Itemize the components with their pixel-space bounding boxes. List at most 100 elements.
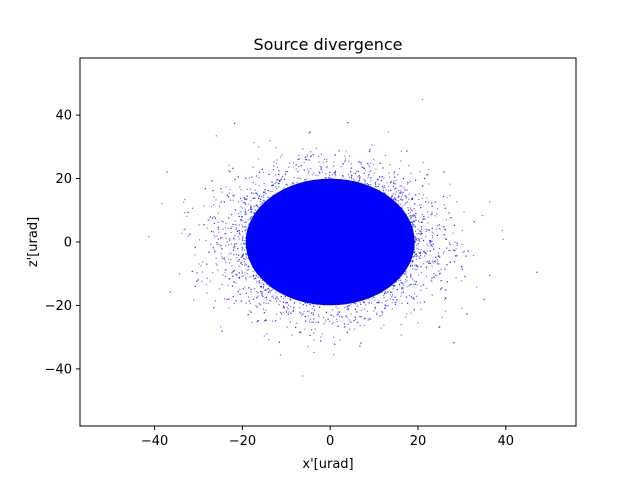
- scatter-point: [233, 243, 235, 246]
- scatter-point: [299, 307, 301, 309]
- scatter-point: [372, 251, 374, 253]
- scatter-point: [420, 285, 422, 287]
- scatter-point: [328, 195, 330, 197]
- scatter-point: [308, 226, 310, 228]
- scatter-point: [319, 212, 321, 214]
- scatter-point: [267, 279, 269, 281]
- scatter-point: [347, 308, 349, 310]
- scatter-point: [378, 229, 381, 231]
- scatter-point: [222, 221, 224, 223]
- scatter-point: [315, 239, 318, 241]
- scatter-point: [267, 242, 269, 244]
- scatter-point: [296, 222, 298, 224]
- scatter-point: [325, 179, 327, 181]
- scatter-point: [255, 204, 257, 206]
- scatter-point: [305, 204, 307, 206]
- scatter-point: [351, 207, 353, 210]
- scatter-point: [301, 291, 303, 293]
- scatter-point: [360, 289, 362, 291]
- scatter-point: [320, 193, 322, 195]
- scatter-point: [410, 226, 412, 228]
- scatter-point: [432, 262, 434, 264]
- scatter-point: [389, 215, 391, 217]
- scatter-point: [349, 196, 352, 199]
- scatter-point: [281, 268, 283, 270]
- scatter-point: [444, 238, 446, 240]
- scatter-point: [402, 247, 404, 249]
- scatter-point: [221, 248, 223, 250]
- scatter-point: [367, 209, 369, 212]
- scatter-point: [321, 247, 324, 249]
- scatter-point: [339, 244, 341, 246]
- scatter-point: [358, 299, 360, 301]
- scatter-point: [332, 189, 334, 192]
- scatter-point: [269, 190, 271, 193]
- scatter-point: [307, 273, 309, 275]
- scatter-point: [463, 250, 465, 252]
- scatter-point: [264, 227, 266, 229]
- scatter-point: [286, 279, 288, 281]
- scatter-point: [256, 267, 258, 269]
- scatter-point: [287, 218, 289, 220]
- scatter-point: [345, 195, 347, 197]
- scatter-point: [202, 261, 204, 263]
- scatter-point: [344, 278, 346, 280]
- scatter-point: [341, 292, 343, 294]
- scatter-point: [347, 220, 349, 222]
- scatter-point: [358, 258, 361, 260]
- scatter-point: [374, 308, 376, 310]
- scatter-point: [293, 219, 295, 221]
- scatter-point: [347, 252, 349, 254]
- scatter-point: [278, 277, 280, 279]
- scatter-point: [313, 172, 315, 174]
- scatter-point: [269, 285, 271, 287]
- scatter-point: [319, 269, 321, 271]
- scatter-point: [386, 228, 388, 230]
- scatter-point: [366, 310, 368, 312]
- scatter-point: [257, 146, 260, 148]
- scatter-point: [387, 131, 389, 133]
- scatter-point: [370, 192, 372, 194]
- scatter-point: [350, 268, 352, 270]
- scatter-point: [364, 182, 366, 184]
- scatter-point: [288, 166, 290, 168]
- scatter-point: [344, 216, 346, 218]
- scatter-point: [306, 178, 308, 180]
- scatter-point: [359, 296, 361, 298]
- scatter-point: [355, 226, 357, 228]
- scatter-point: [286, 187, 288, 189]
- scatter-point: [388, 233, 390, 235]
- scatter-point: [374, 216, 376, 218]
- scatter-point: [327, 264, 329, 266]
- scatter-point: [307, 221, 309, 223]
- scatter-point: [358, 161, 360, 164]
- scatter-point: [331, 241, 333, 243]
- scatter-point: [248, 250, 250, 252]
- scatter-point: [404, 203, 406, 205]
- scatter-point: [342, 231, 344, 233]
- scatter-point: [404, 266, 406, 269]
- scatter-point: [261, 270, 263, 273]
- scatter-point: [381, 265, 383, 267]
- scatter-point: [311, 193, 313, 195]
- scatter-point: [384, 258, 386, 260]
- scatter-point: [323, 187, 325, 189]
- scatter-point: [408, 182, 410, 184]
- scatter-point: [321, 287, 323, 289]
- scatter-point: [316, 247, 318, 249]
- scatter-point: [317, 193, 319, 195]
- scatter-point: [355, 279, 357, 281]
- scatter-point: [189, 233, 191, 235]
- scatter-point: [349, 254, 351, 256]
- scatter-point: [397, 174, 399, 176]
- scatter-point: [263, 200, 265, 202]
- scatter-point: [314, 252, 317, 254]
- scatter-point: [345, 150, 347, 152]
- scatter-point: [248, 177, 250, 179]
- scatter-point: [283, 282, 285, 284]
- scatter-point: [364, 194, 366, 197]
- scatter-point: [201, 271, 203, 273]
- scatter-point: [432, 260, 434, 262]
- scatter-point: [300, 263, 303, 266]
- scatter-point: [300, 213, 302, 215]
